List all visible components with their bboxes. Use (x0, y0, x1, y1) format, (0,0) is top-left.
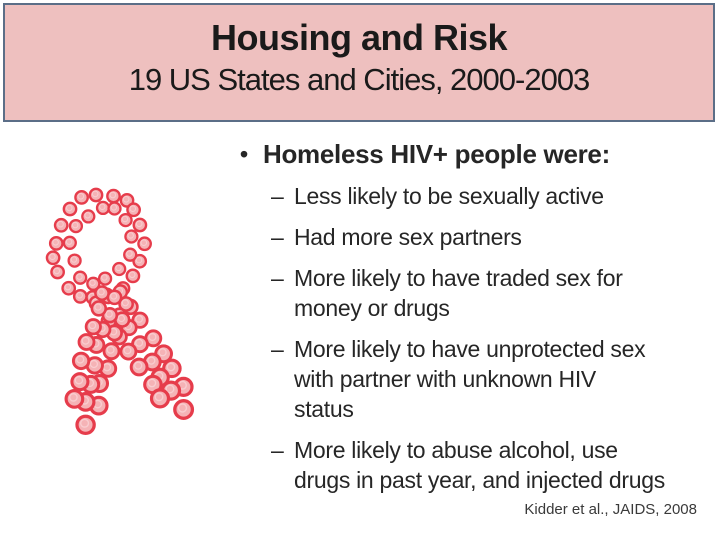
list-item: – More likely to abuse alcohol, use drug… (232, 435, 714, 495)
main-bullet-text: Homeless HIV+ people were: (263, 139, 610, 169)
sub-bullet-text: Had more sex partners (294, 224, 522, 250)
sub-bullet-text: More likely to have unprotected sex with… (294, 336, 646, 422)
dash-icon: – (271, 183, 284, 209)
sub-bullet-text: Less likely to be sexually active (294, 183, 604, 209)
dash-icon: – (271, 437, 284, 463)
bullet-list: • Homeless HIV+ people were: – Less like… (232, 139, 714, 506)
sub-bullet-text: More likely to abuse alcohol, use drugs … (294, 437, 665, 493)
list-item: – More likely to have traded sex for mon… (232, 263, 714, 323)
list-item: – More likely to have unprotected sex wi… (232, 334, 714, 424)
list-item: – Had more sex partners (232, 222, 714, 252)
list-item: – Less likely to be sexually active (232, 181, 714, 211)
dash-icon: – (271, 224, 284, 250)
citation: Kidder et al., JAIDS, 2008 (524, 501, 697, 518)
list-item-main: • Homeless HIV+ people were: (232, 139, 714, 170)
slide-title: Housing and Risk (210, 17, 508, 58)
title-box: Housing and Risk 19 US States and Cities… (3, 3, 715, 122)
bullet-icon: • (240, 141, 248, 167)
dash-icon: – (271, 336, 284, 362)
slide-subtitle: 19 US States and Cities, 2000-2003 (128, 62, 591, 97)
dash-icon: – (271, 265, 284, 291)
sub-bullet-text: More likely to have traded sex for money… (294, 265, 623, 321)
